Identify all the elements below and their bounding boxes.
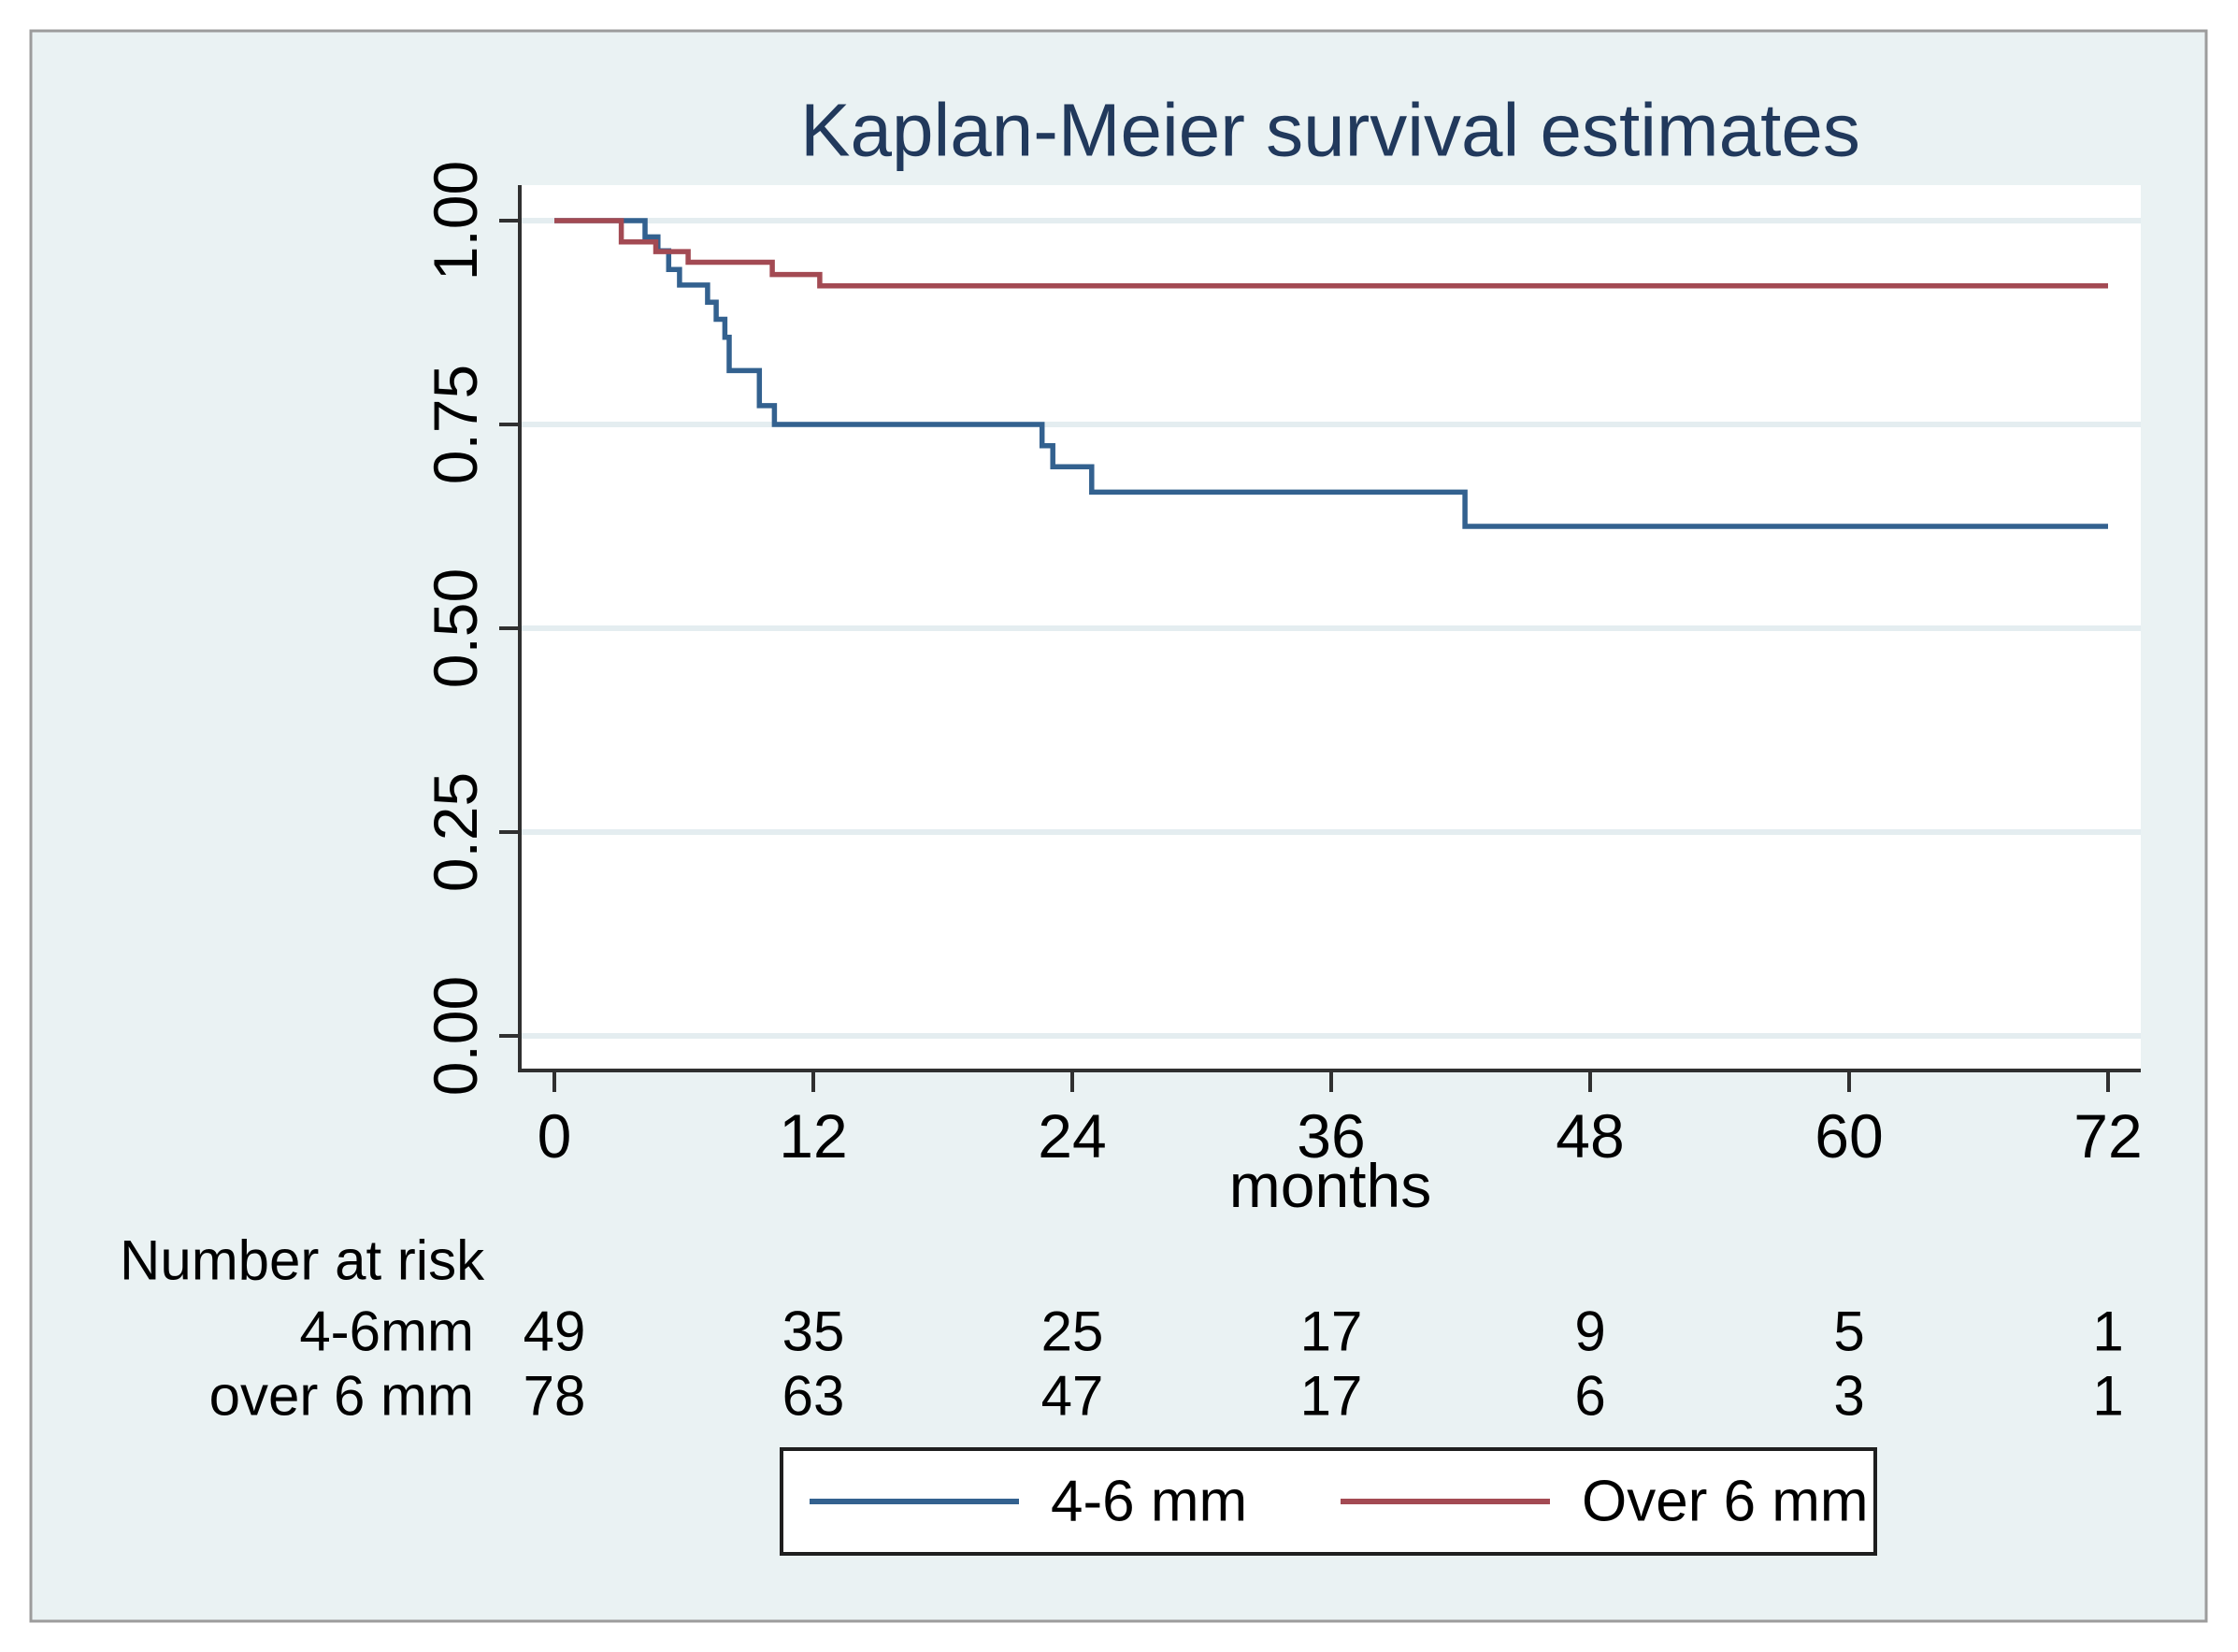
chart-title: Kaplan-Meier survival estimates <box>800 89 1860 172</box>
axes <box>499 185 2141 1092</box>
risk-table-values: 49 35 25 17 9 5 178 63 47 17 6 3 1 <box>524 1300 2124 1428</box>
y-tick-label-0.25: 0.25 <box>421 772 490 892</box>
risk-row-label-4-6mm: 4-6mm <box>299 1300 474 1363</box>
y-tick-label-1.00: 1.00 <box>421 161 490 280</box>
km-curve-over-6mm <box>554 218 2108 289</box>
risk-count: 1 <box>2092 1300 2123 1363</box>
risk-count: 17 <box>1300 1300 1363 1363</box>
legend-label-4-6mm: 4-6 mm <box>1051 1470 1247 1534</box>
y-tick-label-0.75: 0.75 <box>421 365 490 484</box>
survival-curves <box>554 218 2108 529</box>
risk-count: 78 <box>524 1365 586 1428</box>
y-tick-label-0.00: 0.00 <box>421 976 490 1096</box>
risk-count: 5 <box>1833 1300 1864 1363</box>
y-axis-tick-labels: 1.00 0.75 0.50 0.25 0.00 <box>421 161 490 1096</box>
risk-table-title: Number at risk <box>120 1229 485 1292</box>
risk-count: 63 <box>782 1365 845 1428</box>
x-tick-label-72: 72 <box>2073 1101 2142 1171</box>
x-tick-label-24: 24 <box>1038 1101 1106 1171</box>
axis-frame <box>518 185 2141 1072</box>
y-tick-label-0.50: 0.50 <box>421 568 490 688</box>
x-tick-label-0: 0 <box>538 1101 572 1171</box>
risk-count: 9 <box>1574 1300 1605 1363</box>
legend-label-over-6mm: Over 6 mm <box>1582 1470 1869 1534</box>
risk-count: 25 <box>1041 1300 1104 1363</box>
x-tick-label-48: 48 <box>1556 1101 1624 1171</box>
x-axis-tick-labels: 0 12 24 36 48 60 72 <box>538 1101 2143 1171</box>
risk-count: 6 <box>1574 1365 1605 1428</box>
legend: 4-6 mm Over 6 mm <box>780 1447 1877 1556</box>
x-tick-label-36: 36 <box>1297 1101 1365 1171</box>
risk-count: 17 <box>1300 1365 1363 1428</box>
x-tick-label-12: 12 <box>779 1101 847 1171</box>
risk-count: 35 <box>782 1300 845 1363</box>
risk-count: 49 <box>524 1300 586 1363</box>
risk-row-label-over-6mm: over 6 mm <box>209 1365 474 1428</box>
risk-count: 1 <box>2092 1365 2123 1428</box>
risk-count: 47 <box>1041 1365 1104 1428</box>
x-axis-label: months <box>1229 1151 1431 1220</box>
x-tick-label-60: 60 <box>1815 1101 1883 1171</box>
risk-count: 3 <box>1833 1365 1864 1428</box>
